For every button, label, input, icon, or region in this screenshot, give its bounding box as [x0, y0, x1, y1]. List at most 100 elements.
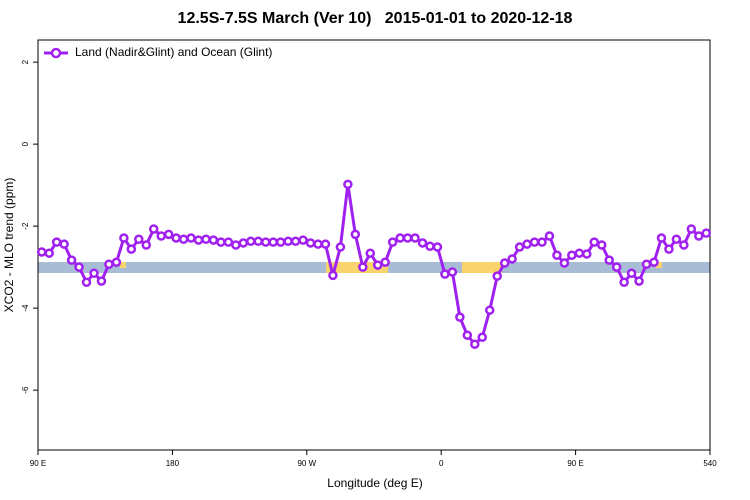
data-point: [529, 237, 540, 247]
data-point: [626, 268, 637, 279]
data-point: [246, 236, 256, 247]
data-point: [328, 270, 338, 281]
land-band: [656, 262, 662, 268]
data-point: [81, 277, 92, 288]
data-point: [619, 277, 629, 288]
data-point: [425, 241, 435, 251]
chart-title: 12.5S-7.5S March (Ver 10) 2015-01-01 to …: [178, 10, 573, 27]
data-point: [387, 237, 398, 247]
plot-frame: [37, 39, 711, 451]
data-point: [275, 237, 286, 247]
data-point: [365, 248, 376, 258]
land-band: [120, 262, 126, 268]
data-point: [410, 233, 420, 243]
x-tick-label: 90 E: [30, 459, 46, 468]
data-point: [664, 244, 674, 254]
data-point: [89, 268, 99, 279]
data-point: [44, 248, 54, 258]
data-point: [447, 267, 458, 277]
land-band: [326, 262, 388, 273]
data-point: [290, 236, 301, 247]
data-point: [432, 242, 443, 252]
data-point: [283, 236, 293, 247]
data-point: [656, 233, 667, 243]
data-point: [193, 235, 204, 245]
data-point: [350, 229, 361, 240]
data-point: [59, 239, 69, 249]
data-point: [582, 249, 592, 259]
y-tick-label: 0: [21, 141, 30, 146]
data-point: [208, 235, 219, 245]
data-point: [701, 228, 712, 238]
data-point: [611, 262, 622, 272]
data-point: [335, 242, 346, 252]
data-point: [492, 271, 502, 281]
data-point: [641, 259, 652, 270]
data-point: [156, 231, 166, 241]
data-point: [574, 248, 585, 258]
data-point: [305, 238, 316, 248]
data-point: [694, 231, 704, 241]
data-point: [484, 305, 495, 315]
data-point: [455, 312, 465, 322]
data-point: [51, 237, 62, 247]
data-point: [268, 237, 278, 247]
data-point: [126, 244, 137, 254]
data-point: [74, 262, 84, 272]
data-point: [253, 236, 264, 247]
y-axis-label: XCO2 - MLO trend (ppm): [2, 178, 16, 313]
data-point: [238, 238, 249, 248]
data-point: [596, 240, 607, 250]
x-axis-label: Longitude (deg E): [327, 476, 422, 490]
data-point: [395, 233, 405, 243]
data-point: [604, 255, 614, 265]
data-point: [544, 231, 555, 241]
data-point: [589, 237, 600, 247]
data-point: [477, 332, 488, 342]
data-point: [514, 242, 525, 252]
data-point: [671, 234, 682, 245]
data-point: [537, 237, 547, 247]
y-tick-label: 2: [21, 59, 30, 64]
data-point: [223, 237, 234, 247]
x-tick-label: 90 W: [297, 459, 316, 468]
y-tick-label: -6: [21, 386, 30, 394]
data-point: [559, 258, 570, 268]
legend-label: Land (Nadir&Glint) and Ocean (Glint): [75, 45, 272, 59]
data-point: [178, 234, 189, 245]
data-point: [96, 276, 107, 286]
data-point: [380, 257, 390, 267]
y-tick-label: -2: [21, 222, 30, 230]
data-point: [372, 260, 383, 270]
data-point: [36, 247, 47, 257]
data-point: [507, 254, 517, 264]
data-point: [201, 234, 211, 245]
data-point: [462, 330, 473, 340]
land-band: [462, 262, 502, 273]
x-tick-label: 0: [439, 459, 444, 468]
y-tick-label: -4: [21, 304, 30, 312]
x-tick-label: 90 E: [567, 459, 583, 468]
data-point: [141, 240, 152, 250]
data-point: [440, 269, 450, 279]
data-point: [231, 240, 241, 250]
data-point: [313, 239, 323, 249]
data-point: [148, 224, 159, 234]
data-point: [499, 258, 510, 268]
data-point: [163, 229, 174, 240]
data-point: [402, 233, 413, 243]
data-point: [260, 237, 271, 247]
data-point: [134, 234, 144, 245]
data-point: [171, 233, 181, 243]
data-point: [679, 240, 689, 250]
x-tick-label: 180: [166, 459, 180, 468]
data-point: [298, 235, 308, 245]
legend-marker: [50, 47, 62, 59]
data-point: [111, 257, 122, 267]
data-point: [686, 224, 697, 234]
data-point: [358, 262, 368, 272]
data-point: [649, 257, 659, 267]
data-point: [634, 276, 644, 286]
data-point: [567, 250, 577, 260]
